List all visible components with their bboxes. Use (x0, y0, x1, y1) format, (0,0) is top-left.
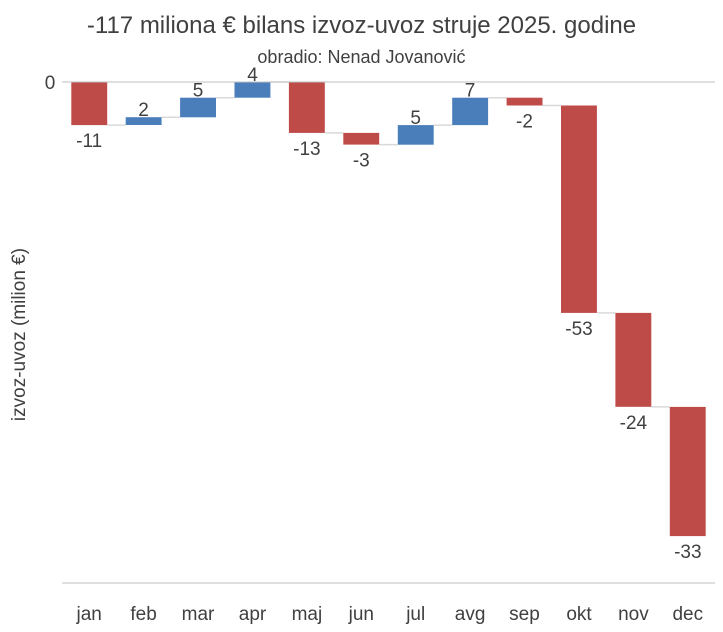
chart-subtitle: obradio: Nenad Jovanović (257, 47, 466, 67)
x-tick-label-jan: jan (76, 604, 102, 625)
chart-title: -117 miliona € bilans izvoz-uvoz struje … (86, 12, 637, 39)
data-label-jan: -11 (76, 131, 102, 152)
bar-apr (234, 82, 271, 98)
data-label-nov: -24 (620, 413, 648, 434)
data-label-jun: -3 (353, 151, 370, 172)
x-tick-label-jun: jun (348, 604, 374, 625)
y-tick-label-zero: 0 (45, 73, 56, 94)
bar-okt (561, 105, 597, 313)
x-tick-label-nov: nov (618, 604, 649, 625)
data-label-sep: -2 (516, 112, 533, 133)
x-tick-label-mar: mar (182, 604, 215, 625)
data-label-avg: 7 (465, 81, 476, 102)
data-label-mar: 5 (193, 81, 204, 102)
data-label-okt: -53 (565, 319, 592, 340)
x-tick-label-jul: jul (405, 604, 425, 625)
bar-jun (343, 132, 380, 145)
x-tick-label-feb: feb (130, 604, 156, 625)
x-tick-label-okt: okt (566, 604, 592, 625)
bar-mar (180, 97, 216, 118)
bar-avg (452, 97, 489, 126)
data-label-apr: 4 (247, 65, 258, 86)
x-tick-label-sep: sep (509, 604, 540, 625)
bar-jul (397, 125, 434, 145)
bar-maj (288, 82, 325, 133)
x-tick-label-maj: maj (292, 604, 323, 625)
data-label-dec: -33 (674, 542, 701, 563)
x-tick-label-apr: apr (239, 604, 267, 625)
bar-nov (615, 312, 652, 407)
data-label-jul: 5 (410, 108, 421, 129)
data-label-maj: -13 (293, 139, 320, 160)
bar-feb (125, 117, 162, 125)
bar-dec (669, 406, 706, 537)
x-tick-label-dec: dec (672, 604, 703, 625)
bar-jan (71, 82, 108, 126)
x-tick-label-avg: avg (455, 604, 486, 625)
bar-sep (506, 97, 543, 106)
data-label-feb: 2 (138, 100, 149, 121)
y-axis-label: izvoz-uvoz (milion €) (9, 248, 30, 421)
